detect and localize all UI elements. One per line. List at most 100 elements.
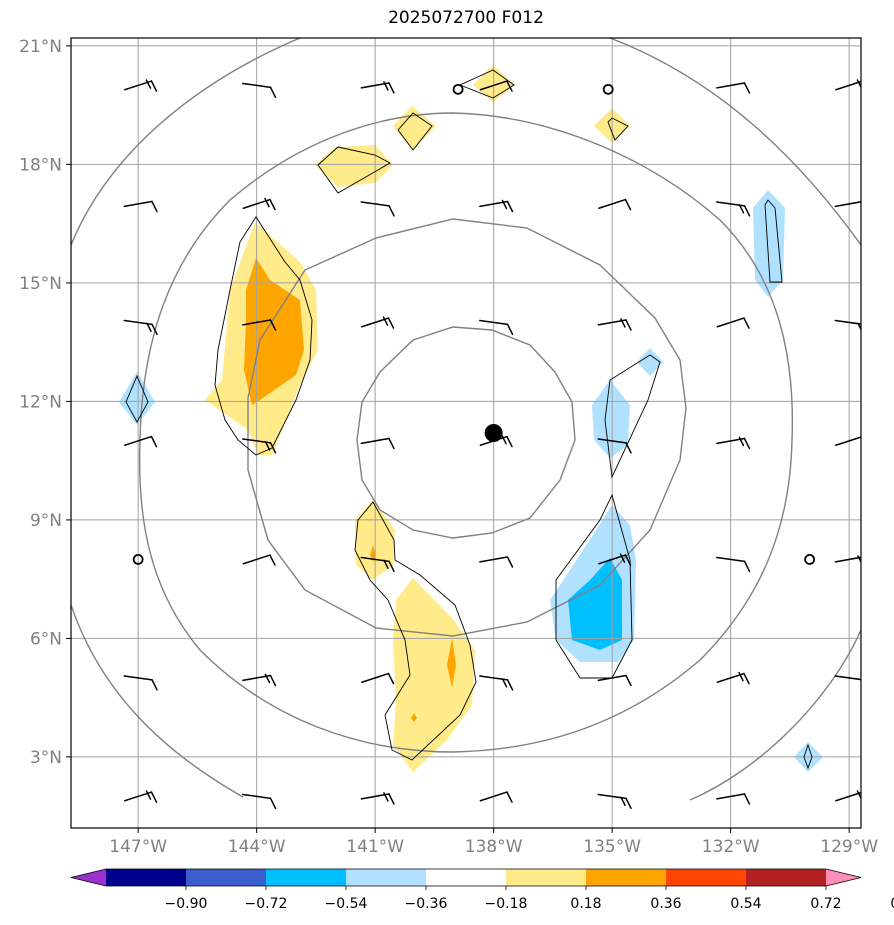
wind-barb — [834, 555, 861, 564]
colorbar-tick-label: −0.18 — [485, 896, 528, 912]
contour-line — [397, 112, 433, 151]
y-tick-label: 6°N — [30, 629, 62, 649]
shaded-region-positive — [315, 145, 393, 187]
wind-barb — [242, 793, 277, 810]
map-frame — [70, 37, 862, 829]
colorbar-extend-low — [71, 869, 106, 886]
calm-wind-marker — [452, 83, 464, 95]
wind-barb — [479, 80, 513, 92]
wind-barb — [242, 319, 277, 331]
wind-barb — [360, 437, 395, 450]
colorbar-tick-label: −0.90 — [165, 896, 208, 912]
contour-line — [803, 743, 813, 770]
contour-lines — [125, 69, 813, 770]
wind-barb — [242, 438, 277, 454]
x-tick-label: 147°W — [109, 837, 167, 857]
wind-barb — [834, 319, 861, 331]
colorbar-segment — [746, 869, 827, 886]
colorbar-segment — [426, 869, 507, 886]
contour-line — [214, 216, 313, 456]
contour-line — [555, 493, 633, 679]
colorbar-segment — [666, 869, 747, 886]
shaded-region-strong-positive — [411, 713, 417, 722]
wind-barb — [716, 671, 750, 685]
map-plot-area — [71, 38, 861, 828]
wind-barb — [479, 675, 514, 691]
wind-barb — [716, 436, 751, 450]
wind-barb — [834, 201, 861, 208]
wind-barb — [123, 319, 158, 336]
wind-barb — [597, 438, 632, 454]
wind-barb — [242, 554, 276, 566]
contour-line — [764, 199, 783, 283]
contour-line — [125, 374, 149, 423]
x-tick-label: 144°W — [228, 837, 286, 857]
shaded-region-strong-positive — [447, 638, 456, 688]
contour-line — [607, 117, 629, 141]
colorbar-outline — [70, 868, 862, 887]
colorbar-segment — [586, 869, 667, 886]
shaded-region-negative — [637, 348, 663, 376]
colorbar-tick-label: 0.18 — [570, 896, 601, 912]
wind-barb — [835, 790, 861, 802]
wind-barb — [360, 201, 395, 217]
range-ring-1 — [356, 326, 576, 539]
colorbar-segment — [266, 869, 347, 886]
y-tick-label: 12°N — [19, 392, 62, 412]
wind-barb — [597, 318, 632, 331]
wind-barb — [361, 316, 395, 329]
colorbar-segment — [186, 869, 267, 886]
shaded-region-negative — [119, 372, 155, 425]
colorbar-segment — [506, 869, 587, 886]
wind-barb — [716, 82, 751, 94]
y-tick-label: 15°N — [19, 274, 62, 294]
chart-title: 2025072700 F012 — [388, 8, 544, 28]
wind-barb — [360, 556, 395, 573]
wind-barb — [835, 79, 861, 91]
colorbar-tick-label: 0.54 — [730, 896, 761, 912]
shaded-region-negative — [592, 380, 630, 458]
wind-barb — [479, 791, 513, 803]
wind-barb — [598, 553, 632, 566]
contour-line — [458, 69, 515, 99]
wind-barb — [479, 556, 514, 568]
wind-barb — [716, 793, 751, 805]
wind-barb — [716, 201, 751, 217]
shaded-regions — [119, 65, 823, 772]
colorbar-segment — [346, 869, 427, 886]
colorbar-tick-label: 0.90 — [890, 896, 894, 912]
wind-barb — [242, 197, 276, 211]
contour-line — [317, 146, 391, 194]
shaded-region-strong-negative — [568, 558, 622, 650]
x-tick-label: 141°W — [346, 837, 404, 857]
calm-markers — [132, 83, 816, 565]
wind-barb — [124, 79, 158, 92]
y-tick-label: 18°N — [19, 155, 62, 175]
wind-barbs — [123, 79, 861, 810]
x-axis-ticks: 147°W 144°W 141°W 138°W 135°W 132°W 129°W — [109, 828, 878, 857]
lat-lon-grid — [71, 38, 861, 828]
x-tick-label: 132°W — [702, 837, 760, 857]
wind-barb — [242, 82, 277, 99]
wind-barb — [124, 790, 158, 803]
y-axis-ticks: 3°N 6°N 9°N 12°N 15°N 18°N 21°N — [19, 37, 71, 768]
colorbar-extend-high — [826, 869, 861, 886]
x-tick-label: 138°W — [465, 837, 523, 857]
colorbar-tick-label: −0.36 — [405, 896, 448, 912]
shaded-region-positive — [393, 578, 475, 772]
wind-barb — [716, 317, 750, 329]
wind-barb — [834, 675, 861, 681]
calm-wind-marker — [602, 83, 614, 95]
wind-barb — [479, 319, 514, 336]
y-tick-label: 3°N — [30, 748, 62, 768]
range-rings — [71, 38, 861, 801]
wind-barb — [123, 200, 158, 213]
storm-center-marker — [484, 424, 503, 442]
contour-line — [354, 501, 477, 761]
contour-line — [604, 354, 661, 479]
colorbar-segment — [106, 869, 187, 886]
colorbar-tick-label: 0.36 — [650, 896, 681, 912]
wind-barb — [597, 793, 632, 810]
wind-barb — [361, 672, 395, 685]
